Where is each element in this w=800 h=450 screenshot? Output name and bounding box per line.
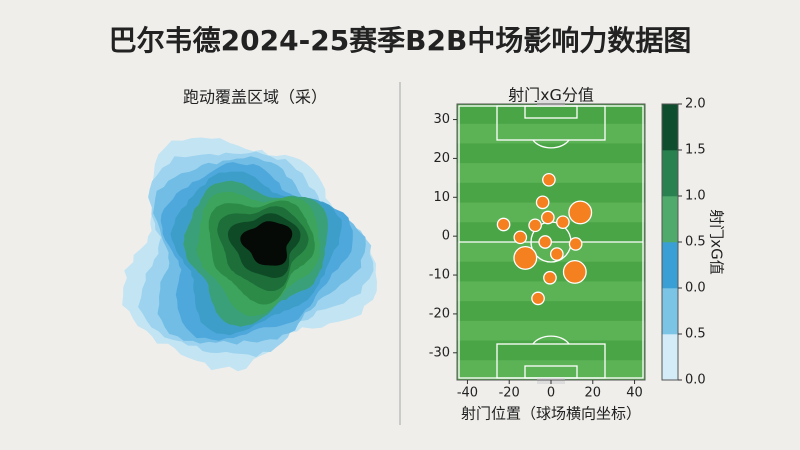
shot: [528, 218, 542, 233]
shot: [496, 217, 511, 232]
scatter-title: 射门xG分值: [508, 86, 594, 105]
y-tick-label: -10: [429, 268, 450, 283]
shot: [538, 235, 552, 249]
x-tick-label: -20: [499, 386, 520, 401]
pitch-stripe: [457, 123, 645, 144]
page-title: 巴尔韦德2024-25赛季B2B中场影响力数据图: [109, 24, 692, 57]
colorbar-tick-label: 1.0: [685, 189, 706, 204]
shot: [513, 245, 538, 270]
colorbar-band: [662, 334, 678, 381]
colorbar-tick-label: 0.0: [685, 373, 706, 388]
colorbar-band: [662, 196, 678, 243]
pitch-stripe: [457, 104, 645, 125]
shot: [550, 247, 564, 261]
colorbar-tick-label: 0.0: [685, 281, 706, 296]
pitch-stripe: [457, 281, 645, 302]
shot: [543, 270, 557, 285]
x-tick-label: 20: [585, 386, 602, 401]
shot: [513, 230, 528, 245]
colorbar-tick-label: 0.5: [685, 327, 706, 342]
penalty-arc: [532, 335, 570, 345]
shot: [556, 215, 570, 230]
contour-title: 跑动覆盖区域（采）: [183, 88, 327, 107]
penalty-arc: [532, 139, 570, 149]
pitch-stripe: [457, 143, 645, 164]
x-tick-label: -40: [457, 386, 478, 401]
y-tick-label: -20: [429, 306, 450, 321]
pitch-stripe: [457, 320, 645, 342]
goal: [537, 100, 565, 106]
shot: [562, 259, 587, 284]
colorbar-tick-label: 0.5: [685, 235, 706, 250]
x-axis-label: 射门位置（球场横向坐标）: [461, 405, 641, 423]
colorbar-band: [662, 288, 678, 335]
pitch-stripe: [457, 182, 645, 204]
pitch-stripe: [457, 301, 645, 322]
pitch-stripe: [457, 360, 645, 381]
colorbar-band: [662, 242, 678, 289]
colorbar-tick-label: 2.0: [685, 97, 706, 112]
y-tick-label: -30: [429, 345, 450, 360]
colorbar-tick-label: 1.5: [685, 143, 706, 158]
y-tick-label: 10: [433, 190, 450, 205]
x-tick-label: 0: [547, 386, 555, 401]
colorbar-label: 射门xG值: [708, 209, 726, 275]
colorbar-band: [662, 150, 678, 197]
shot: [568, 237, 583, 251]
contour-level: [240, 221, 293, 266]
x-tick-label: 40: [626, 386, 643, 401]
colorbar-band: [662, 104, 678, 151]
shot: [541, 210, 555, 225]
shot: [531, 291, 545, 306]
pitch-stripe: [457, 163, 645, 184]
shot: [542, 172, 556, 187]
coverage-contour: [122, 137, 377, 372]
pitch-stripe: [457, 340, 645, 361]
shot: [568, 200, 593, 225]
y-tick-label: 30: [433, 112, 450, 127]
y-tick-label: 0: [442, 229, 450, 244]
y-tick-label: 20: [433, 151, 450, 166]
shot: [535, 195, 550, 210]
